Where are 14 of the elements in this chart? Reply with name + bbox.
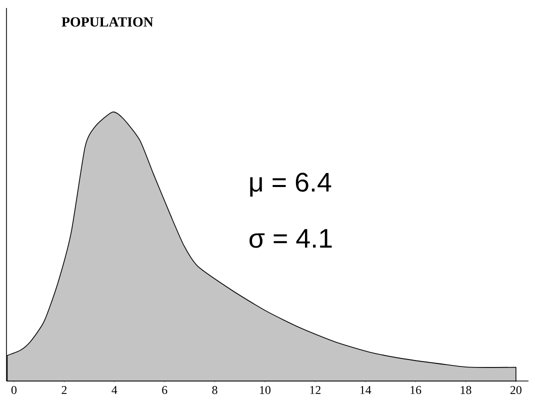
x-tick-label: 16	[410, 386, 422, 394]
x-tick-label: 10	[260, 386, 270, 394]
annotation: μ = 6.4	[250, 172, 332, 197]
chart-title: POPULATION	[62, 17, 154, 27]
x-tick-label: 14	[360, 386, 372, 394]
annotation: σ = 4.1	[250, 229, 332, 248]
x-tick-label: 12	[310, 386, 320, 394]
x-tick-label: 20	[510, 386, 522, 394]
x-tick-label: 2	[62, 386, 67, 394]
x-tick-label: 6	[162, 386, 168, 394]
x-tick-label: 18	[460, 386, 472, 394]
x-tick-label: 4	[112, 386, 118, 394]
x-tick-label: 8	[212, 386, 218, 394]
x-tick-label: 0	[11, 386, 17, 394]
